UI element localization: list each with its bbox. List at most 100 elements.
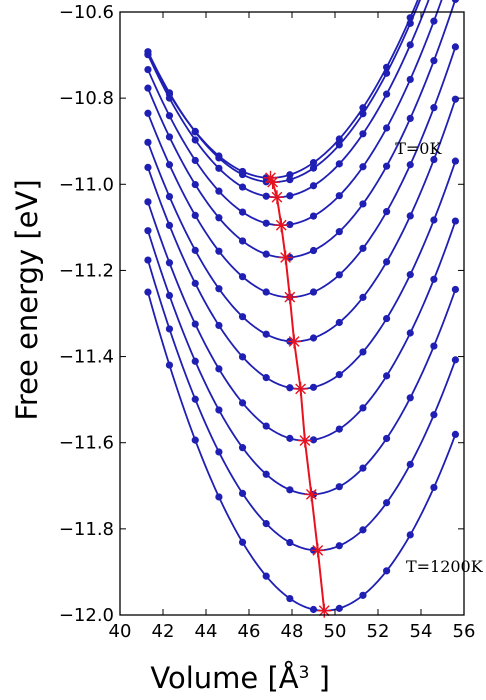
x-tick-label: 48 [281,621,304,642]
data-point [262,520,270,528]
series-line-2 [147,0,430,199]
data-point [144,227,152,235]
data-point [383,258,391,266]
minimum-marker [287,334,302,349]
data-point [335,228,343,236]
data-point [262,288,270,296]
data-point [430,342,438,350]
data-point [215,406,223,414]
minimum-marker [274,218,289,233]
data-point [238,489,247,498]
data-point [383,124,391,132]
data-point [335,483,343,491]
data-point [286,434,294,442]
data-point [406,41,414,49]
plot-area [144,0,459,618]
data-point [215,247,223,255]
data-point [165,112,174,120]
data-point [262,572,270,580]
data-point [144,256,152,264]
data-point [451,356,459,364]
data-point [215,285,223,293]
data-point [238,444,247,452]
data-point [451,95,459,103]
data-point [262,330,270,338]
data-point [359,591,367,599]
data-point [238,237,247,245]
data-point [286,486,294,494]
data-point [262,470,270,478]
data-point [359,200,367,208]
data-point [309,334,318,342]
annotation-t0: T=0K [395,139,442,158]
data-point [144,50,152,59]
data-point [286,176,294,184]
data-point [335,542,343,550]
data-point [430,155,438,164]
y-tick-label: −11.2 [59,260,114,281]
x-tick-label: 44 [195,621,218,642]
data-point [430,17,438,25]
data-point [430,483,438,492]
data-point [238,208,247,216]
data-point [406,271,414,279]
data-point [359,130,367,138]
data-point [286,220,294,229]
data-point [335,160,343,168]
data-point [191,320,199,328]
series-line-3 [147,0,443,227]
data-point [383,314,391,323]
series-line-5 [147,46,457,299]
data-point [286,538,294,547]
data-point [238,399,247,407]
data-point [262,219,270,227]
annotation-t1200: T=1200K [406,557,484,576]
data-point [430,57,438,65]
y-tick-label: −11.6 [59,433,114,454]
data-point [191,211,199,220]
data-point [406,531,414,539]
data-point [262,374,270,382]
data-point [238,183,247,191]
y-axis-label: Free energy [eV] [10,179,44,420]
data-point [262,422,270,430]
data-point [359,244,367,252]
series-line-11 [147,291,457,612]
data-point [359,526,367,534]
data-point [238,170,247,179]
data-point [286,594,294,603]
data-point [430,104,438,112]
y-tick-label: −12.0 [59,605,114,626]
data-point [335,135,343,143]
data-point [215,187,223,195]
data-point [238,538,247,546]
data-point [309,212,318,220]
data-point [191,436,199,444]
series-line-9 [147,230,457,496]
minimum-marker [269,190,284,205]
data-point [309,436,318,444]
data-point [335,141,343,149]
data-point [309,159,318,167]
minimum-marker [265,175,280,190]
data-point [215,164,223,172]
data-point [335,318,343,327]
data-point [383,208,391,216]
y-tick-label: −11.0 [59,174,114,195]
data-point [383,372,391,380]
data-point [451,285,459,294]
x-tick-label: 40 [109,621,132,642]
x-tick-label: 46 [238,621,261,642]
data-point [144,109,152,117]
data-point [406,460,414,468]
data-point [286,384,294,392]
data-point [191,128,199,136]
x-axis-label: Volume [Å3 ] [150,661,330,695]
data-point [238,273,247,281]
data-point [406,161,414,169]
data-point [286,192,294,200]
data-point [406,329,414,337]
data-point [165,221,174,229]
data-point [335,371,343,379]
